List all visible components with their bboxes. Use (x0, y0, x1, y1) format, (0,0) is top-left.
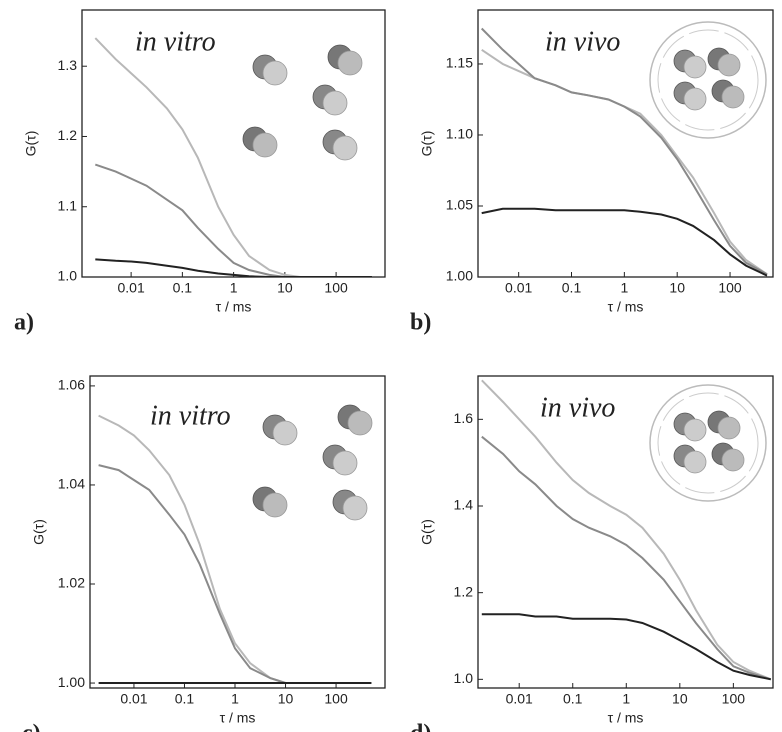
series-line (481, 613, 771, 681)
x-axis-label: τ / ms (608, 710, 644, 726)
panel: 0.01 0.1 1 10 100 1.00 1.05 1.10 1.15 in vivo τ / … (410, 9, 774, 336)
annotation: in vitro (135, 26, 216, 57)
panel: 0.01 0.1 1 10 100 1.0 1.2 1.4 1.6 in vivo τ / ms G(… (410, 375, 774, 732)
molecule (252, 132, 278, 158)
x-tick-label: 1 (230, 280, 238, 296)
y-tick-label: 1.3 (58, 57, 78, 73)
molecule (322, 90, 348, 116)
y-axis-label: G(τ) (31, 519, 47, 545)
x-tick-label: 100 (722, 691, 746, 707)
molecule (332, 135, 358, 161)
y-tick-label: 1.2 (454, 583, 474, 599)
x-tick-label: 0.01 (505, 280, 532, 296)
molecule (721, 85, 745, 109)
molecule (683, 87, 707, 111)
x-tick-label: 0.01 (506, 691, 533, 707)
y-axis-label: G(τ) (419, 519, 435, 545)
series-line (95, 258, 372, 277)
x-axis-label: τ / ms (220, 710, 256, 726)
y-tick-label: 1.4 (454, 497, 474, 513)
molecule (262, 492, 288, 518)
x-tick-label: 1 (231, 691, 239, 707)
y-tick-label: 1.00 (446, 268, 473, 284)
y-tick-label: 1.02 (58, 575, 85, 591)
series-line (98, 464, 372, 684)
x-tick-label: 0.1 (562, 280, 582, 296)
x-tick-label: 10 (277, 280, 293, 296)
cell-outline (657, 392, 759, 494)
y-tick-label: 1.10 (446, 126, 473, 142)
y-tick-label: 1.2 (58, 127, 78, 143)
plot-frame (81, 9, 386, 278)
molecule (683, 450, 707, 474)
y-tick-label: 1.0 (454, 670, 474, 686)
series-line (94, 163, 372, 277)
y-tick-label: 1.6 (454, 410, 474, 426)
cell-outline (649, 384, 767, 502)
x-axis-label: τ / ms (216, 299, 252, 315)
x-tick-label: 10 (672, 691, 688, 707)
y-tick-label: 1.15 (446, 55, 473, 71)
x-tick-label: 0.1 (173, 280, 193, 296)
x-tick-label: 0.01 (120, 691, 147, 707)
y-tick-label: 1.0 (58, 268, 78, 284)
series-line (481, 207, 768, 277)
y-tick-label: 1.1 (58, 197, 78, 213)
x-tick-label: 1 (622, 691, 630, 707)
molecule (683, 55, 707, 79)
molecule (683, 418, 707, 442)
molecule (262, 60, 288, 86)
panel-label: d) (410, 721, 431, 732)
x-tick-label: 100 (324, 280, 348, 296)
series-line (481, 435, 772, 681)
x-tick-label: 0.01 (117, 280, 144, 296)
y-axis-label: G(τ) (23, 131, 39, 157)
annotation: in vivo (540, 392, 615, 423)
plot-frame (477, 375, 774, 689)
molecule (717, 416, 741, 440)
y-tick-label: 1.00 (58, 674, 85, 690)
x-tick-label: 10 (278, 691, 294, 707)
annotation: in vitro (150, 400, 231, 431)
molecule (342, 495, 368, 521)
x-tick-label: 0.1 (175, 691, 195, 707)
y-tick-label: 1.06 (58, 377, 85, 393)
cell-outline (649, 21, 767, 139)
series-line (481, 379, 772, 681)
panel-label: c) (22, 721, 41, 732)
y-tick-label: 1.04 (58, 476, 85, 492)
panel-label: b) (410, 310, 431, 336)
y-axis-label: G(τ) (419, 131, 435, 157)
x-tick-label: 1 (620, 280, 628, 296)
molecule (347, 410, 373, 436)
annotation: in vivo (545, 26, 620, 57)
x-tick-label: 10 (669, 280, 685, 296)
molecule (717, 53, 741, 77)
molecule (721, 448, 745, 472)
y-tick-label: 1.05 (446, 197, 473, 213)
molecule (272, 420, 298, 446)
panel-label: a) (14, 310, 34, 336)
plot-frame (477, 9, 774, 278)
series-line (94, 37, 372, 277)
plot-frame (89, 375, 386, 689)
x-tick-label: 100 (718, 280, 742, 296)
molecule (332, 450, 358, 476)
cell-outline (657, 29, 759, 131)
panel: 0.01 0.1 1 10 100 1.00 1.02 1.04 1.06 in vitro τ /… (22, 375, 386, 732)
series-line (480, 27, 768, 276)
x-tick-label: 100 (324, 691, 348, 707)
panel: 0.01 0.1 1 10 100 1.0 1.1 1.2 1.3 in vitro τ / ms G… (14, 9, 386, 336)
x-axis-label: τ / ms (608, 299, 644, 315)
x-tick-label: 0.1 (563, 691, 583, 707)
molecule (337, 50, 363, 76)
